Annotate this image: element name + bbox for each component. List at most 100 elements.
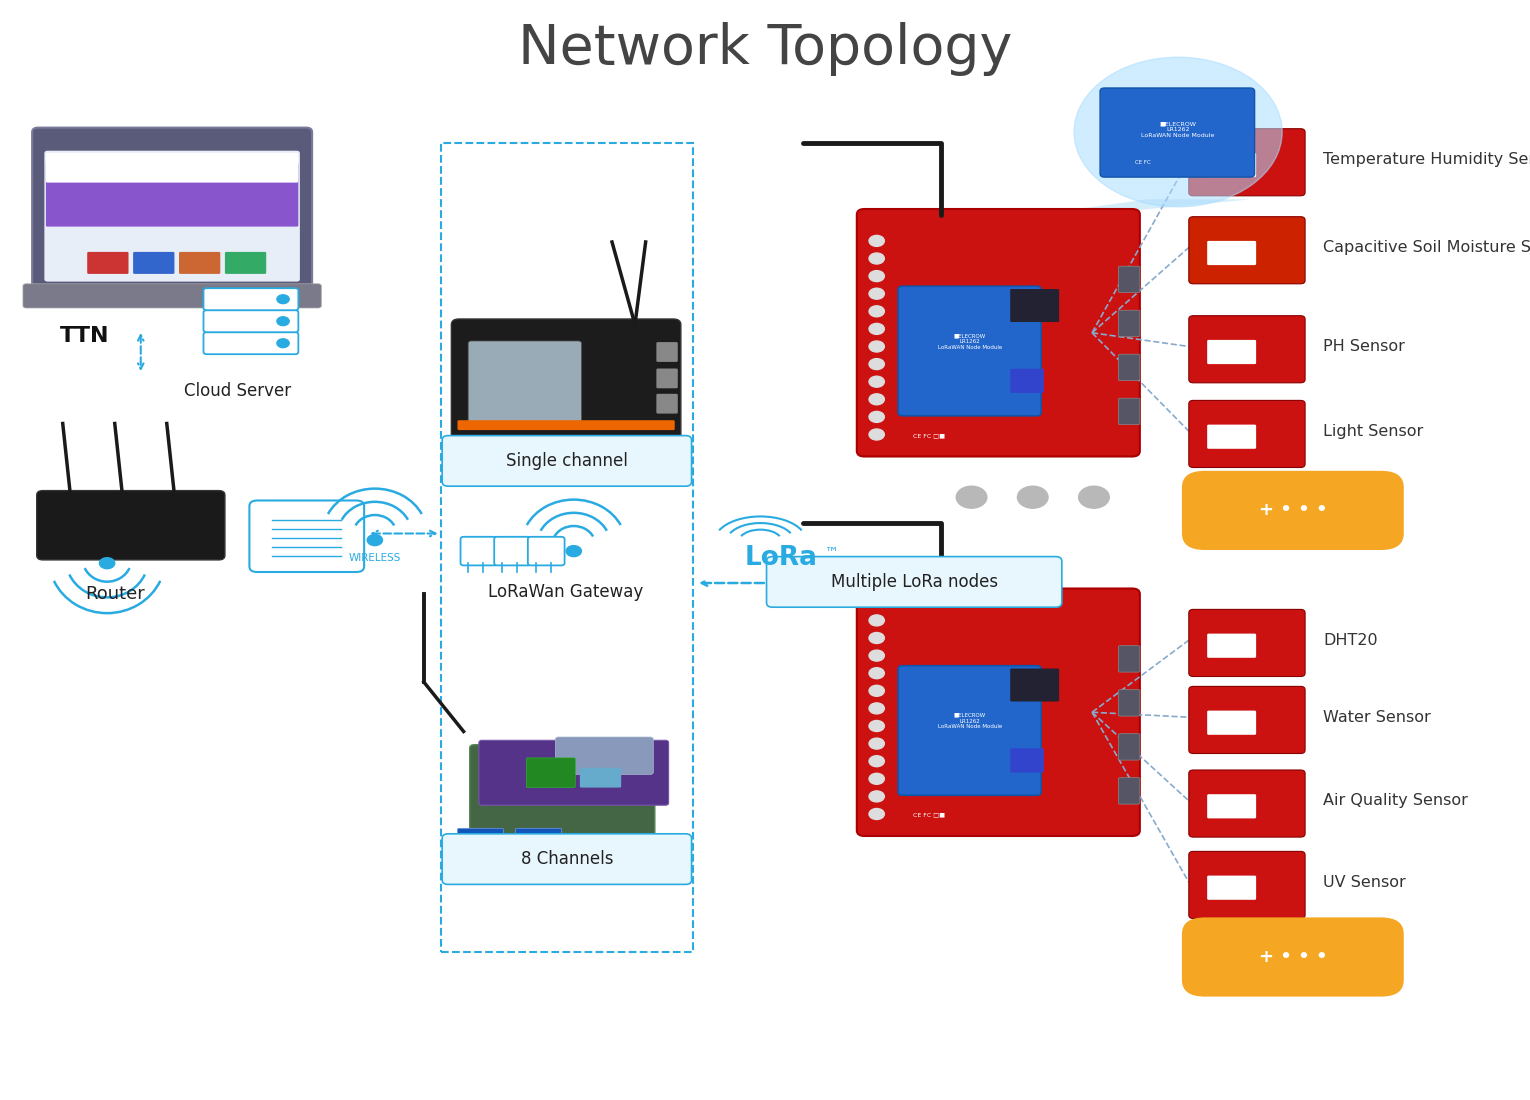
- Text: ■ELECROW
LR1262
LoRaWAN Node Module: ■ELECROW LR1262 LoRaWAN Node Module: [938, 713, 1002, 729]
- FancyBboxPatch shape: [1207, 241, 1256, 265]
- Circle shape: [869, 411, 884, 422]
- FancyBboxPatch shape: [1118, 646, 1140, 672]
- FancyBboxPatch shape: [857, 209, 1140, 456]
- FancyBboxPatch shape: [225, 252, 266, 274]
- FancyBboxPatch shape: [767, 557, 1062, 607]
- FancyBboxPatch shape: [1189, 770, 1305, 837]
- Circle shape: [1017, 486, 1048, 508]
- FancyBboxPatch shape: [1010, 289, 1059, 322]
- FancyBboxPatch shape: [1189, 129, 1305, 196]
- Circle shape: [1079, 486, 1109, 508]
- Text: Network Topology: Network Topology: [517, 22, 1013, 77]
- FancyBboxPatch shape: [1207, 634, 1256, 658]
- FancyBboxPatch shape: [1181, 917, 1403, 997]
- Circle shape: [869, 323, 884, 334]
- Circle shape: [869, 791, 884, 802]
- Circle shape: [869, 720, 884, 732]
- FancyBboxPatch shape: [468, 341, 581, 422]
- Text: 8 Channels: 8 Channels: [520, 850, 614, 868]
- FancyBboxPatch shape: [1207, 876, 1256, 900]
- FancyBboxPatch shape: [1118, 354, 1140, 381]
- Text: CE FC □■: CE FC □■: [913, 433, 946, 438]
- Text: Light Sensor: Light Sensor: [1323, 424, 1424, 439]
- Circle shape: [869, 685, 884, 696]
- FancyBboxPatch shape: [1207, 340, 1256, 364]
- Circle shape: [367, 535, 382, 546]
- Circle shape: [1074, 57, 1282, 207]
- Text: CE FC □■: CE FC □■: [913, 813, 946, 817]
- FancyBboxPatch shape: [1118, 398, 1140, 425]
- Circle shape: [99, 558, 115, 569]
- FancyBboxPatch shape: [656, 368, 678, 388]
- FancyBboxPatch shape: [1189, 217, 1305, 284]
- Circle shape: [869, 271, 884, 282]
- FancyBboxPatch shape: [457, 420, 675, 430]
- FancyBboxPatch shape: [37, 491, 225, 560]
- FancyBboxPatch shape: [494, 537, 531, 565]
- Text: ■ELECROW
LR1262
LoRaWAN Node Module: ■ELECROW LR1262 LoRaWAN Node Module: [938, 333, 1002, 350]
- FancyBboxPatch shape: [1207, 153, 1256, 177]
- Polygon shape: [1039, 199, 1252, 214]
- Text: Air Quality Sensor: Air Quality Sensor: [1323, 793, 1469, 808]
- FancyBboxPatch shape: [46, 163, 298, 227]
- FancyBboxPatch shape: [656, 394, 678, 414]
- FancyBboxPatch shape: [1181, 471, 1403, 550]
- FancyBboxPatch shape: [1118, 734, 1140, 760]
- FancyBboxPatch shape: [87, 252, 129, 274]
- Circle shape: [869, 235, 884, 246]
- Circle shape: [869, 288, 884, 299]
- Circle shape: [869, 359, 884, 370]
- Circle shape: [277, 295, 289, 304]
- FancyBboxPatch shape: [1189, 609, 1305, 676]
- Circle shape: [869, 306, 884, 317]
- FancyBboxPatch shape: [179, 252, 220, 274]
- FancyBboxPatch shape: [203, 288, 298, 310]
- Text: WIRELESS: WIRELESS: [349, 552, 401, 563]
- Text: LoRa: LoRa: [745, 544, 819, 571]
- Circle shape: [869, 376, 884, 387]
- Text: ™: ™: [825, 546, 838, 559]
- Text: PH Sensor: PH Sensor: [1323, 339, 1406, 354]
- FancyBboxPatch shape: [555, 737, 653, 774]
- Circle shape: [869, 756, 884, 767]
- Circle shape: [869, 650, 884, 661]
- Circle shape: [566, 546, 581, 557]
- FancyBboxPatch shape: [1207, 711, 1256, 735]
- Text: CE FC: CE FC: [1135, 161, 1151, 165]
- FancyBboxPatch shape: [442, 436, 692, 486]
- FancyBboxPatch shape: [1010, 669, 1059, 702]
- Circle shape: [869, 341, 884, 352]
- FancyBboxPatch shape: [23, 284, 321, 308]
- Circle shape: [956, 486, 987, 508]
- Circle shape: [869, 738, 884, 749]
- FancyBboxPatch shape: [1189, 686, 1305, 754]
- FancyBboxPatch shape: [1118, 310, 1140, 337]
- Text: Multiple LoRa nodes: Multiple LoRa nodes: [831, 573, 998, 591]
- Circle shape: [869, 429, 884, 440]
- Text: Temperature Humidity Sensor: Temperature Humidity Sensor: [1323, 152, 1530, 167]
- Circle shape: [869, 394, 884, 405]
- FancyBboxPatch shape: [470, 745, 655, 845]
- Text: Capacitive Soil Moisture Sensor: Capacitive Soil Moisture Sensor: [1323, 240, 1530, 255]
- FancyBboxPatch shape: [46, 153, 298, 183]
- Circle shape: [869, 615, 884, 626]
- Text: Cloud Server: Cloud Server: [184, 382, 291, 399]
- FancyBboxPatch shape: [1010, 368, 1043, 393]
- Circle shape: [277, 317, 289, 326]
- Text: ■ELECROW
LR1262
LoRaWAN Node Module: ■ELECROW LR1262 LoRaWAN Node Module: [1141, 121, 1215, 139]
- Circle shape: [869, 632, 884, 644]
- Text: TTN: TTN: [60, 326, 109, 345]
- Text: UV Sensor: UV Sensor: [1323, 874, 1406, 890]
- FancyBboxPatch shape: [133, 252, 174, 274]
- FancyBboxPatch shape: [580, 768, 621, 788]
- FancyBboxPatch shape: [1118, 266, 1140, 293]
- FancyBboxPatch shape: [461, 537, 497, 565]
- FancyBboxPatch shape: [203, 332, 298, 354]
- FancyBboxPatch shape: [857, 588, 1140, 836]
- Text: + • • •: + • • •: [1259, 948, 1327, 966]
- Circle shape: [869, 668, 884, 679]
- FancyBboxPatch shape: [1189, 400, 1305, 468]
- FancyBboxPatch shape: [457, 828, 503, 850]
- Circle shape: [869, 703, 884, 714]
- FancyBboxPatch shape: [898, 286, 1040, 416]
